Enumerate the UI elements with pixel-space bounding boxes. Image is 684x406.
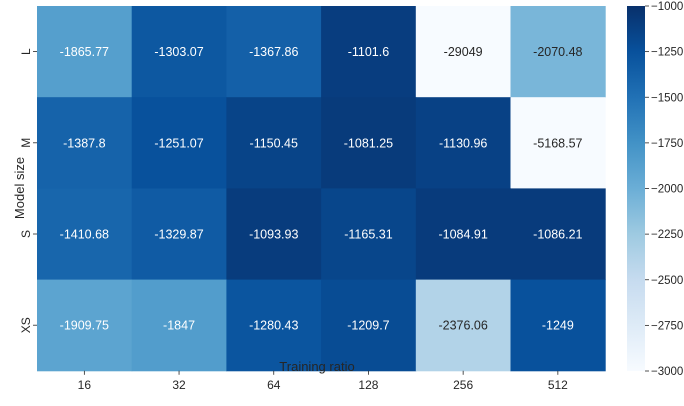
colorbar-tick-label: −2250 — [651, 229, 683, 241]
heatmap-cell-XS-64 — [226, 279, 322, 372]
heatmap-cell-labels: -1865.77 -1303.07 -1367.86 -1101.6 -29049 -20… — [60, 45, 583, 333]
cell-value-label: -2070.48 — [533, 45, 582, 59]
heatmap-cell-L-16 — [37, 6, 133, 98]
cell-value-label: -1086.21 — [533, 228, 582, 242]
cell-value-label: -1084.91 — [438, 228, 487, 242]
cell-value-label: -1280.43 — [249, 319, 298, 333]
cell-value-label: -1865.77 — [60, 45, 109, 59]
cell-value-label: -1387.8 — [63, 136, 105, 150]
cell-value-label: -1251.07 — [154, 136, 203, 150]
cell-value-label: -1150.45 — [250, 136, 298, 150]
colorbar-tick-label: −2000 — [651, 184, 683, 196]
heatmap-cell-S-64 — [226, 188, 322, 281]
x-axis-ticks: 16 32 64 128 256 512 — [78, 370, 568, 392]
heatmap-cell-XS-128 — [321, 279, 417, 372]
heatmap-cell-M-64 — [226, 97, 322, 189]
cell-value-label: -1209.7 — [347, 319, 389, 333]
x-tick-label: 32 — [172, 378, 186, 392]
y-axis-label: Model size — [12, 157, 27, 219]
cell-value-label: -1165.31 — [344, 228, 392, 242]
cell-value-label: -5168.57 — [533, 136, 582, 150]
x-tick-label: 16 — [78, 378, 92, 392]
heatmap-cell-S-128 — [321, 188, 417, 281]
colorbar-tick-label: −3000 — [651, 366, 683, 378]
heatmap-cell-XS-256 — [415, 279, 511, 372]
heatmap-cell-S-32 — [131, 188, 227, 281]
cell-value-label: -1329.87 — [154, 228, 203, 242]
heatmap-cell-S-512 — [510, 188, 606, 281]
heatmap-cell-L-256 — [415, 6, 511, 98]
cell-value-label: -2376.06 — [438, 319, 487, 333]
colorbar-tick-label: −1750 — [651, 138, 683, 150]
cell-value-label: -1847 — [163, 319, 195, 333]
colorbar-tick-label: −1250 — [651, 47, 683, 59]
x-tick-label: 256 — [453, 378, 473, 392]
colorbar-tick-label: −1000 — [651, 1, 683, 13]
y-axis-ticks: L M S XS — [19, 48, 37, 333]
y-tick-label: L — [19, 48, 33, 55]
x-axis-label: Training ratio — [279, 359, 354, 374]
cell-value-label: -1093.93 — [249, 228, 298, 242]
heatmap-cell-L-128 — [321, 6, 417, 98]
heatmap-cell-L-512 — [510, 6, 606, 98]
heatmap-cell-M-16 — [37, 97, 133, 189]
heatmap-cell-S-16 — [37, 188, 133, 281]
heatmap-cell-S-256 — [415, 188, 511, 281]
heatmap-cell-L-64 — [226, 6, 322, 98]
cell-value-label: -1909.75 — [60, 319, 109, 333]
x-tick-label: 512 — [548, 378, 568, 392]
cell-value-label: -29049 — [444, 45, 483, 59]
heatmap-cell-L-32 — [131, 6, 227, 98]
heatmap-cell-M-256 — [415, 97, 511, 189]
x-tick-label: 64 — [267, 378, 281, 392]
cell-value-label: -1101.6 — [348, 45, 390, 59]
cell-value-label: -1249 — [542, 319, 574, 333]
heatmap-cell-XS-32 — [131, 279, 227, 372]
y-tick-label: XS — [19, 317, 33, 333]
y-tick-label: S — [19, 230, 33, 238]
x-tick-label: 128 — [358, 378, 378, 392]
heatmap-cell-M-512 — [510, 97, 606, 189]
heatmap-cell-XS-16 — [37, 279, 133, 372]
colorbar — [627, 6, 645, 371]
colorbar-tick-label: −2500 — [651, 275, 683, 287]
cell-value-label: -1130.96 — [439, 136, 487, 150]
cell-value-label: -1303.07 — [154, 45, 203, 59]
heatmap-cell-XS-512 — [510, 279, 606, 372]
colorbar-ticks: −1000 −1250 −1500 −1750 −2000 −2250 −2500 −2750… — [645, 1, 683, 378]
colorbar-tick-label: −1500 — [651, 92, 683, 104]
y-tick-label: M — [19, 138, 33, 148]
heatmap-cells — [37, 6, 606, 372]
heatmap-cell-M-32 — [131, 97, 227, 189]
cell-value-label: -1410.68 — [60, 228, 109, 242]
heatmap-cell-M-128 — [321, 97, 417, 189]
cell-value-label: -1367.86 — [249, 45, 298, 59]
colorbar-tick-label: −2750 — [651, 320, 683, 332]
cell-value-label: -1081.25 — [344, 136, 393, 150]
